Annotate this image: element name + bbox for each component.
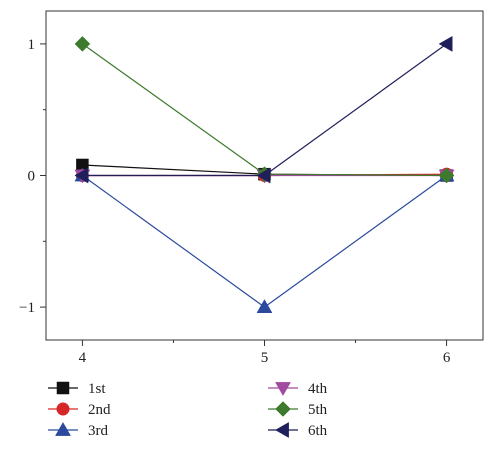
point-5th-x6 xyxy=(438,167,455,184)
y-tick-label: 1 xyxy=(28,37,36,53)
legend-item-4th: 4th xyxy=(268,381,328,397)
series-line-5th xyxy=(82,43,447,177)
point-6th-x5 xyxy=(256,167,271,184)
legend-label: 1st xyxy=(88,381,106,397)
series-5th xyxy=(74,36,455,184)
legend-marker-2nd xyxy=(56,402,70,416)
legend-marker-1st xyxy=(56,381,70,395)
legend-item-3rd: 3rd xyxy=(48,421,108,439)
point-5th-x4 xyxy=(74,36,91,52)
y-tick-label: −1 xyxy=(19,300,35,316)
legend-label: 6th xyxy=(308,423,328,439)
x-tick-label: 5 xyxy=(261,350,269,366)
legend-label: 3rd xyxy=(88,423,108,439)
point-6th-x6 xyxy=(438,35,453,52)
legend-marker-5th xyxy=(275,401,291,417)
legend-item-6th: 6th xyxy=(268,422,328,439)
legend: 1st 2nd 3rd 4th 5th 6th xyxy=(48,381,328,439)
series-line-6th xyxy=(82,43,447,177)
legend-label: 2nd xyxy=(88,402,111,418)
axis-ticks: 4 5 6 1 0 −1 xyxy=(19,37,451,366)
series-3rd xyxy=(74,167,455,313)
legend-item-1st: 1st xyxy=(48,381,106,397)
point-6th-x4 xyxy=(74,167,89,184)
series-group xyxy=(74,35,455,313)
x-tick-label: 6 xyxy=(443,350,451,366)
legend-marker-6th xyxy=(274,422,289,438)
series-line-3rd xyxy=(82,175,447,308)
legend-item-2nd: 2nd xyxy=(48,402,111,418)
legend-marker-4th xyxy=(275,382,291,397)
legend-marker-3rd xyxy=(55,421,71,436)
x-tick-label: 4 xyxy=(79,350,87,366)
y-tick-label: 0 xyxy=(28,169,36,185)
legend-item-5th: 5th xyxy=(268,401,328,418)
series-6th xyxy=(74,35,453,184)
legend-label: 4th xyxy=(308,381,328,397)
point-3rd-x5 xyxy=(256,299,273,313)
legend-label: 5th xyxy=(308,402,328,418)
